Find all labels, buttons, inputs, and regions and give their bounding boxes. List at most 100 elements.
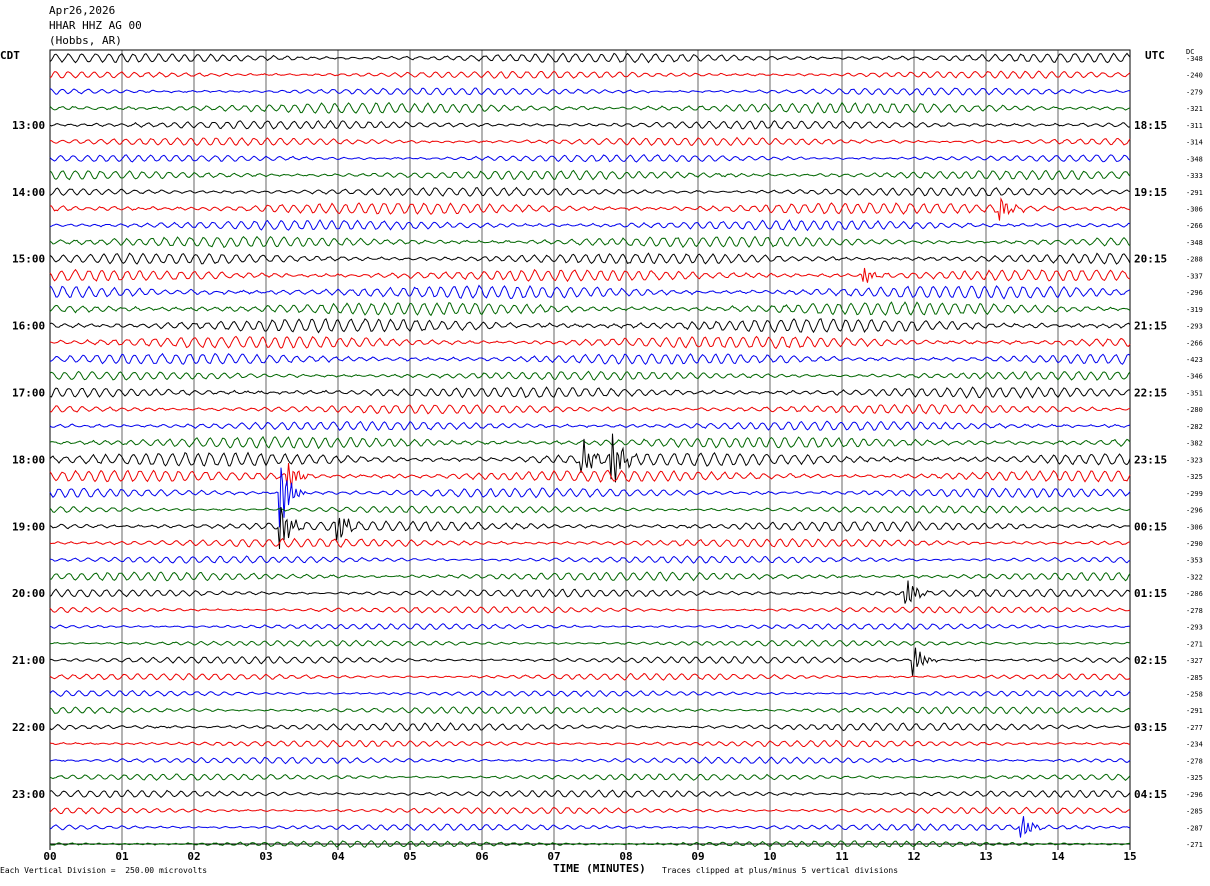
cdt-hour-label: 17:00 <box>12 386 45 399</box>
seismic-trace <box>49 352 1131 366</box>
seismic-trace <box>49 706 1131 715</box>
dc-offset-label: -296 <box>1186 791 1203 799</box>
seismic-trace <box>49 301 1131 317</box>
utc-hour-label: 20:15 <box>1134 253 1167 266</box>
dc-offset-label: -348 <box>1186 239 1203 247</box>
utc-hour-label: 19:15 <box>1134 186 1167 199</box>
seismic-trace <box>49 463 1131 489</box>
utc-hour-label: 21:15 <box>1134 320 1167 333</box>
dc-offset-label: -382 <box>1186 440 1203 448</box>
seismic-trace <box>49 136 1131 147</box>
dc-offset-label: -351 <box>1186 389 1203 397</box>
seismic-trace <box>49 623 1131 631</box>
x-tick-label: 00 <box>43 850 56 863</box>
dc-offset-label: -296 <box>1186 507 1203 515</box>
seismic-trace <box>49 386 1131 399</box>
x-axis-title: TIME (MINUTES) <box>553 862 646 875</box>
seismic-trace <box>49 672 1131 681</box>
cdt-hour-label: 15:00 <box>12 253 45 266</box>
dc-offset-label: -271 <box>1186 640 1203 648</box>
seismic-trace <box>50 639 1131 647</box>
seismic-trace <box>49 154 1131 163</box>
seismic-trace <box>49 370 1131 381</box>
seismic-trace <box>49 689 1131 698</box>
dc-offset-label: -293 <box>1186 624 1203 632</box>
scale-note: Each Vertical Division = 250.00 microvol… <box>0 866 208 875</box>
x-tick-label: 10 <box>763 850 776 863</box>
seismic-trace <box>49 739 1131 748</box>
dc-offset-label: -333 <box>1186 172 1203 180</box>
dc-offset-label: -266 <box>1186 339 1203 347</box>
cdt-hour-label: 22:00 <box>12 721 45 734</box>
seismic-trace <box>49 537 1131 548</box>
dc-offset-label: -325 <box>1186 774 1203 782</box>
x-tick-label: 15 <box>1123 850 1136 863</box>
traces <box>49 52 1131 848</box>
x-tick-label: 11 <box>835 850 849 863</box>
x-tick-label: 05 <box>403 850 416 863</box>
dc-offset-label: -287 <box>1186 824 1203 832</box>
dc-offset-label: -234 <box>1186 741 1203 749</box>
seismic-trace <box>49 235 1131 249</box>
dc-offset-label: -285 <box>1186 674 1203 682</box>
seismic-trace <box>49 467 1131 528</box>
dc-offset-label: -348 <box>1186 55 1203 63</box>
x-tick-label: 04 <box>331 850 345 863</box>
dc-offset-label: -266 <box>1186 222 1203 230</box>
seismic-trace <box>49 186 1131 197</box>
seismic-trace <box>49 252 1131 265</box>
utc-hour-label: 04:15 <box>1134 788 1167 801</box>
cdt-hour-label: 23:00 <box>12 788 45 801</box>
dc-offset-label: -348 <box>1186 155 1203 163</box>
cdt-label: CDT <box>0 49 20 62</box>
cdt-hour-label: 19:00 <box>12 520 45 533</box>
dc-offset-label: -319 <box>1186 306 1203 314</box>
seismic-trace <box>49 840 1131 848</box>
dc-offset-label: -423 <box>1186 356 1203 364</box>
dc-offset-label: -290 <box>1186 540 1203 548</box>
seismic-trace <box>49 756 1131 765</box>
dc-offset-label: -285 <box>1186 808 1203 816</box>
seismic-trace <box>49 403 1131 415</box>
dc-offset-label: -278 <box>1186 757 1203 765</box>
seismic-trace <box>49 219 1131 232</box>
dc-offset-label: -321 <box>1186 105 1203 113</box>
seismic-trace <box>49 101 1131 115</box>
dc-offset-label: -296 <box>1186 289 1203 297</box>
cdt-hour-label: 14:00 <box>12 186 45 199</box>
dc-offset-label: -258 <box>1186 690 1203 698</box>
dc-label: DC <box>1186 48 1195 56</box>
dc-offset-label: -240 <box>1186 72 1203 80</box>
x-tick-label: 01 <box>115 850 129 863</box>
seismic-trace <box>49 169 1131 181</box>
seismic-trace <box>49 605 1131 614</box>
grid <box>49 49 1131 850</box>
dc-offset-label: -311 <box>1186 122 1203 130</box>
dc-offset-label: -280 <box>1186 406 1203 414</box>
seismic-trace <box>49 433 1131 483</box>
x-tick-label: 06 <box>475 850 489 863</box>
dc-offset-label: -323 <box>1186 456 1203 464</box>
dc-offset-label: -314 <box>1186 139 1203 147</box>
header-station: HHAR HHZ AG 00 <box>49 19 142 32</box>
utc-hour-label: 03:15 <box>1134 721 1167 734</box>
seismic-trace <box>50 647 1131 676</box>
cdt-hour-label: 20:00 <box>12 587 45 600</box>
seismic-trace <box>49 52 1131 64</box>
dc-offset-label: -306 <box>1186 523 1203 531</box>
x-tick-label: 08 <box>619 850 632 863</box>
dc-offset-label: -299 <box>1186 490 1203 498</box>
dc-offset-label: -322 <box>1186 573 1203 581</box>
cdt-hour-label: 18:00 <box>12 453 45 466</box>
utc-hour-label: 23:15 <box>1134 453 1167 466</box>
dc-offset-label: -306 <box>1186 206 1203 214</box>
dc-offset-label: -346 <box>1186 373 1203 381</box>
x-tick-label: 02 <box>187 850 200 863</box>
dc-offset-label: -279 <box>1186 88 1203 96</box>
seismic-trace <box>49 816 1131 838</box>
seismic-trace <box>49 773 1131 781</box>
dc-offset-label: -282 <box>1186 423 1203 431</box>
dc-offset-label: -293 <box>1186 323 1203 331</box>
cdt-hour-label: 13:00 <box>12 119 45 132</box>
